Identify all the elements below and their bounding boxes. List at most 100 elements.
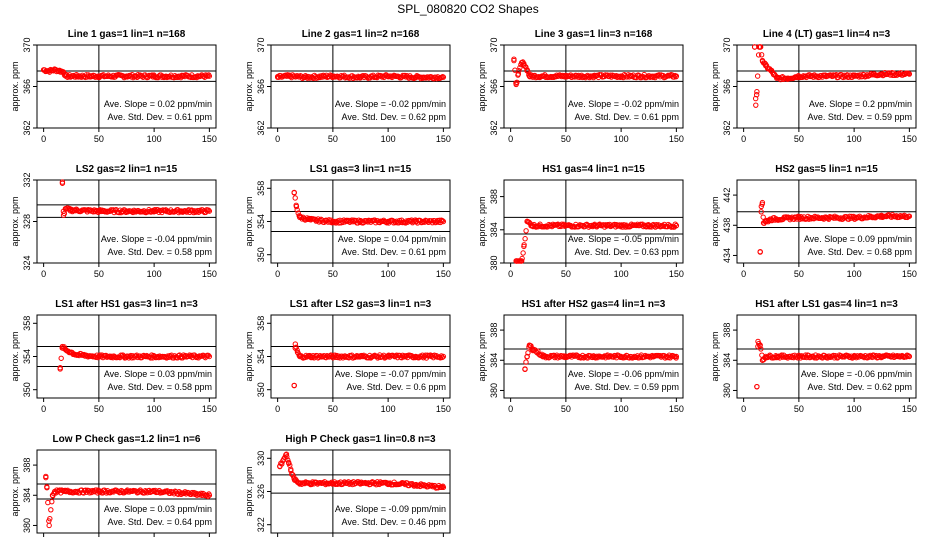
x-tick-label: 0 — [508, 134, 513, 144]
y-tick-label: 370 — [22, 37, 32, 52]
data-point — [206, 491, 212, 497]
x-tick-label: 100 — [614, 404, 629, 414]
x-tick-label: 100 — [381, 134, 396, 144]
data-point — [518, 258, 524, 264]
y-tick-label: 366 — [489, 79, 499, 94]
y-tick-label: 362 — [256, 120, 266, 135]
std-dev-text: Ave. Std. Dev. = 0.64 ppm — [108, 517, 212, 527]
data-point — [57, 69, 64, 75]
data-point — [754, 88, 760, 95]
panel-title: HS2 gas=5 lin=1 n=15 — [775, 164, 878, 175]
y-tick-label: 358 — [256, 181, 266, 196]
y-tick-label: 388 — [489, 323, 499, 338]
data-point — [439, 218, 446, 224]
x-tick-label: 50 — [94, 269, 104, 279]
plot-frame — [736, 179, 917, 264]
x-tick-label: 100 — [614, 269, 629, 279]
y-tick-label: 358 — [256, 316, 266, 331]
page-title: SPL_080820 CO2 Shapes — [397, 2, 539, 16]
std-dev-text: Ave. Std. Dev. = 0.58 ppm — [108, 382, 212, 392]
y-tick-label: 322 — [256, 517, 266, 532]
slope-text: Ave. Slope = -0.04 ppm/min — [101, 234, 212, 244]
panel-title: LS2 gas=2 lin=1 n=15 — [76, 164, 178, 175]
data-point — [522, 63, 528, 69]
data-point — [755, 52, 762, 58]
y-tick-label: 350 — [22, 382, 32, 397]
data-point — [49, 498, 55, 505]
data-point — [291, 382, 297, 389]
y-tick-label: 362 — [22, 120, 32, 135]
slope-text: Ave. Slope = 0.03 ppm/min — [104, 504, 212, 514]
y-tick-label: 388 — [722, 323, 732, 338]
data-point — [47, 515, 53, 522]
std-dev-text: Ave. Std. Dev. = 0.63 ppm — [575, 247, 679, 257]
x-tick-label: 0 — [275, 269, 280, 279]
data-point — [61, 210, 68, 217]
y-axis-label: approx. ppm — [710, 331, 720, 381]
x-tick-label: 100 — [847, 134, 862, 144]
x-tick-label: 150 — [902, 269, 917, 279]
x-tick-label: 150 — [669, 404, 684, 414]
y-axis-label: approx. ppm — [244, 61, 254, 111]
data-point — [291, 190, 297, 196]
y-tick-label: 388 — [22, 458, 32, 473]
data-point — [205, 207, 212, 213]
x-tick-label: 50 — [794, 269, 804, 279]
data-point — [758, 346, 764, 352]
panel-title: LS1 after HS1 gas=3 lin=1 n=3 — [55, 299, 198, 310]
std-dev-text: Ave. Std. Dev. = 0.61 ppm — [342, 247, 446, 257]
std-dev-text: Ave. Std. Dev. = 0.59 ppm — [808, 112, 912, 122]
x-tick-label: 50 — [561, 134, 571, 144]
data-point — [292, 195, 298, 201]
data-point — [59, 180, 66, 186]
y-tick-label: 332 — [22, 172, 32, 187]
y-tick-label: 384 — [722, 353, 732, 368]
slope-text: Ave. Slope = -0.09 ppm/min — [335, 504, 446, 514]
data-point — [906, 353, 912, 359]
data-point — [516, 67, 522, 74]
data-point — [511, 56, 517, 62]
x-tick-label: 0 — [275, 134, 280, 144]
data-point — [519, 255, 525, 262]
y-tick-label: 362 — [722, 120, 732, 135]
y-tick-label: 354 — [256, 214, 266, 229]
y-tick-label: 370 — [722, 37, 732, 52]
x-tick-label: 50 — [328, 269, 338, 279]
x-tick-label: 100 — [147, 269, 162, 279]
data-point — [523, 228, 529, 234]
data-point — [757, 343, 763, 349]
y-tick-label: 354 — [22, 349, 32, 364]
y-tick-label: 358 — [22, 316, 32, 331]
data-point — [44, 484, 50, 490]
data-point — [802, 352, 809, 358]
y-tick-label: 362 — [489, 120, 499, 135]
plot-frame — [503, 179, 684, 264]
panel-title: Line 2 gas=1 lin=2 n=168 — [302, 29, 420, 40]
x-tick-label: 100 — [847, 269, 862, 279]
data-point — [513, 80, 519, 86]
y-axis-label: approx. ppm — [710, 61, 720, 111]
x-tick-label: 0 — [741, 404, 746, 414]
data-point — [759, 201, 765, 207]
data-point — [753, 102, 759, 108]
y-axis-label: approx. ppm — [10, 61, 20, 111]
data-point — [517, 64, 523, 71]
data-point — [288, 466, 294, 473]
std-dev-text: Ave. Std. Dev. = 0.59 ppm — [575, 382, 679, 392]
panel-title: HS1 after HS2 gas=4 lin=1 n=3 — [522, 299, 666, 310]
data-point — [43, 474, 49, 481]
y-tick-label: 380 — [722, 383, 732, 398]
data-point — [440, 483, 446, 489]
slope-text: Ave. Slope = 0.03 ppm/min — [104, 369, 212, 379]
plot-frame — [736, 314, 917, 399]
panel-title: Line 4 (LT) gas=1 lin=4 n=3 — [763, 29, 891, 40]
data-point — [673, 74, 679, 80]
std-dev-text: Ave. Std. Dev. = 0.68 ppm — [808, 247, 912, 257]
y-axis-label: approx. ppm — [710, 196, 720, 246]
data-point — [383, 220, 390, 226]
x-tick-label: 150 — [669, 269, 684, 279]
data-point — [46, 522, 52, 529]
x-tick-label: 50 — [561, 269, 571, 279]
data-point — [294, 207, 300, 213]
y-tick-label: 370 — [256, 37, 266, 52]
